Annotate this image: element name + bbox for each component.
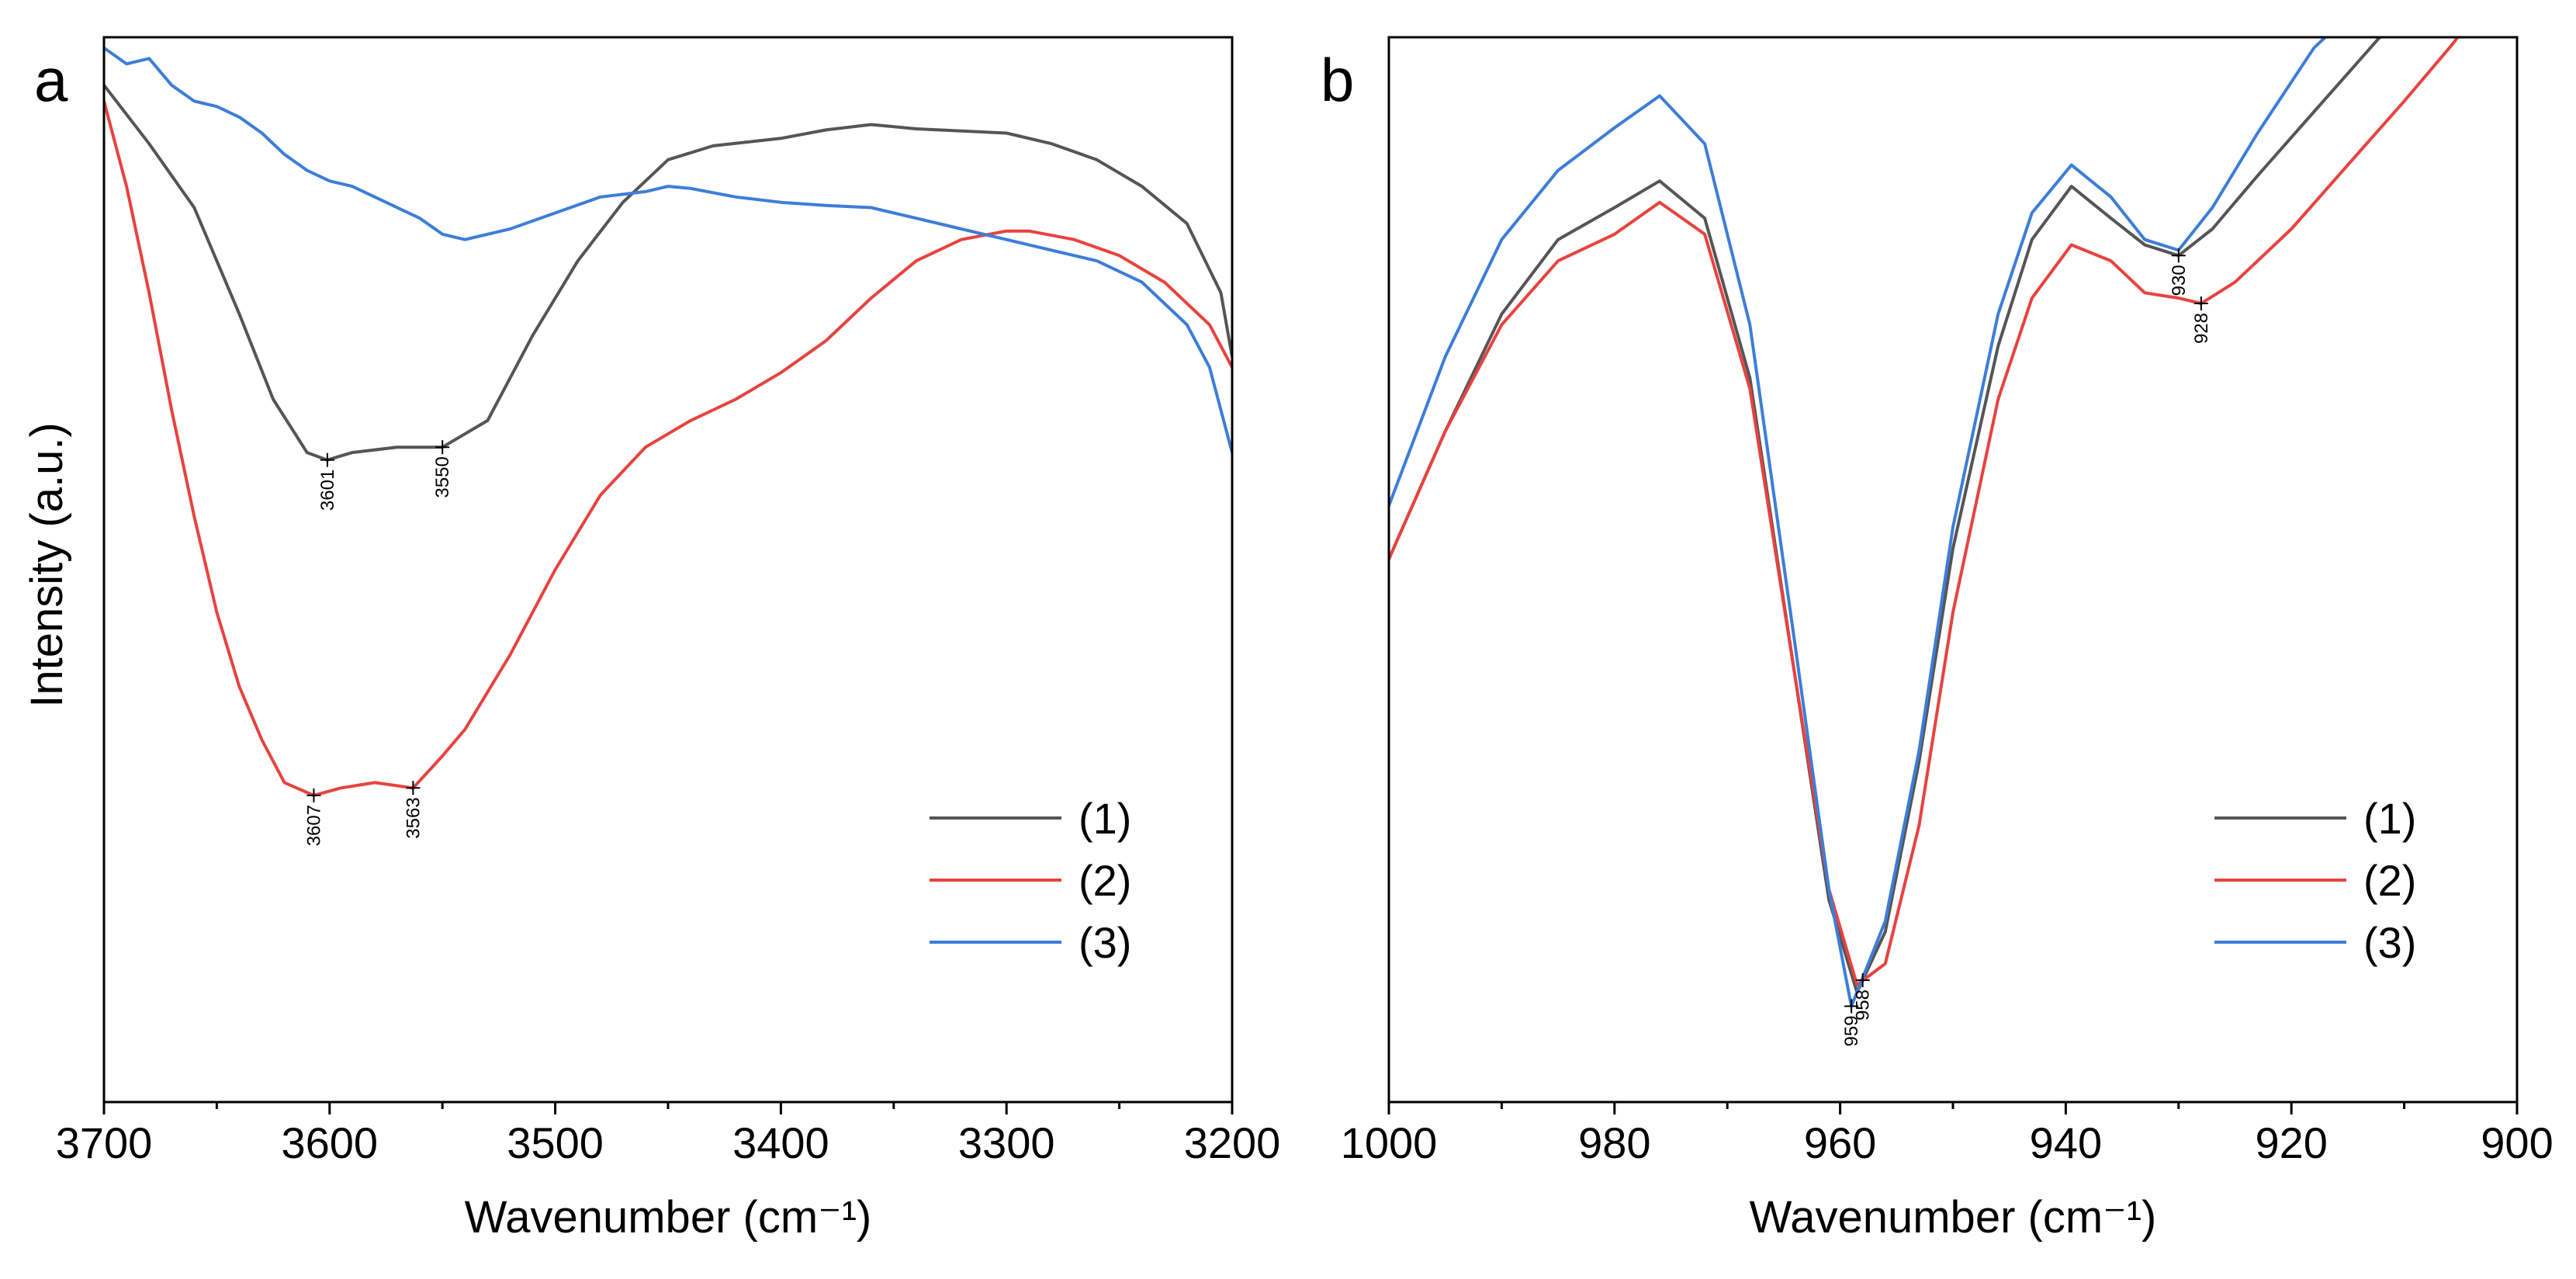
series-line-2 bbox=[104, 100, 1232, 797]
x-tick-label: 920 bbox=[2255, 1118, 2327, 1167]
panel-letter: b bbox=[1321, 46, 1354, 114]
legend-label-2: (2) bbox=[1079, 856, 1131, 905]
x-tick-label: 3700 bbox=[56, 1118, 153, 1167]
legend-label-1: (1) bbox=[1079, 794, 1131, 843]
x-tick-label: 3500 bbox=[507, 1118, 604, 1167]
panel-a: a 3601 3550 3607 3563 3700 3600 3500 3400 3300 320… bbox=[34, 36, 1281, 1243]
x-tick-label: 980 bbox=[1578, 1118, 1650, 1167]
peak-label: 959 bbox=[1841, 1016, 1862, 1047]
plot-frame bbox=[1387, 36, 2519, 1104]
peak-label: 930 bbox=[2169, 265, 2190, 296]
x-tick-label: 3400 bbox=[732, 1118, 829, 1167]
plot-frame bbox=[102, 36, 1234, 1104]
series-line-2 bbox=[1389, 37, 2460, 987]
peak-label: 3607 bbox=[303, 805, 324, 846]
legend-label-3: (3) bbox=[1079, 918, 1131, 967]
series-line-3 bbox=[104, 47, 1232, 453]
x-tick-label: 3200 bbox=[1184, 1118, 1281, 1167]
series-line-1 bbox=[104, 84, 1232, 462]
x-tick-label: 960 bbox=[1804, 1118, 1876, 1167]
x-axis-title: Wavenumber (cm⁻¹) bbox=[1750, 1192, 2157, 1243]
series-line-3 bbox=[1389, 37, 2328, 1008]
legend-label-1: (1) bbox=[2363, 794, 2416, 843]
x-axis-title: Wavenumber (cm⁻¹) bbox=[465, 1192, 872, 1243]
legend-label-3: (3) bbox=[2363, 918, 2416, 967]
x-tick-label: 1000 bbox=[1341, 1118, 1438, 1167]
peak-label: 958 bbox=[1853, 990, 1874, 1021]
peak-label: 928 bbox=[2191, 313, 2212, 344]
x-tick-label: 3300 bbox=[958, 1118, 1055, 1167]
x-tick-label: 900 bbox=[2481, 1118, 2553, 1167]
panel-letter: a bbox=[34, 46, 68, 114]
peak-label: 3550 bbox=[432, 456, 453, 497]
series-group bbox=[104, 47, 1232, 797]
series-line-1 bbox=[1389, 37, 2382, 994]
y-axis-title: Intensity (a.u.) bbox=[22, 422, 72, 707]
peak-label: 3601 bbox=[317, 470, 338, 511]
series-group bbox=[1389, 37, 2460, 1008]
legend-label-2: (2) bbox=[2363, 856, 2416, 905]
x-tick-label: 3600 bbox=[282, 1118, 379, 1167]
peak-label: 3563 bbox=[403, 797, 424, 838]
x-tick-label: 940 bbox=[2030, 1118, 2102, 1167]
